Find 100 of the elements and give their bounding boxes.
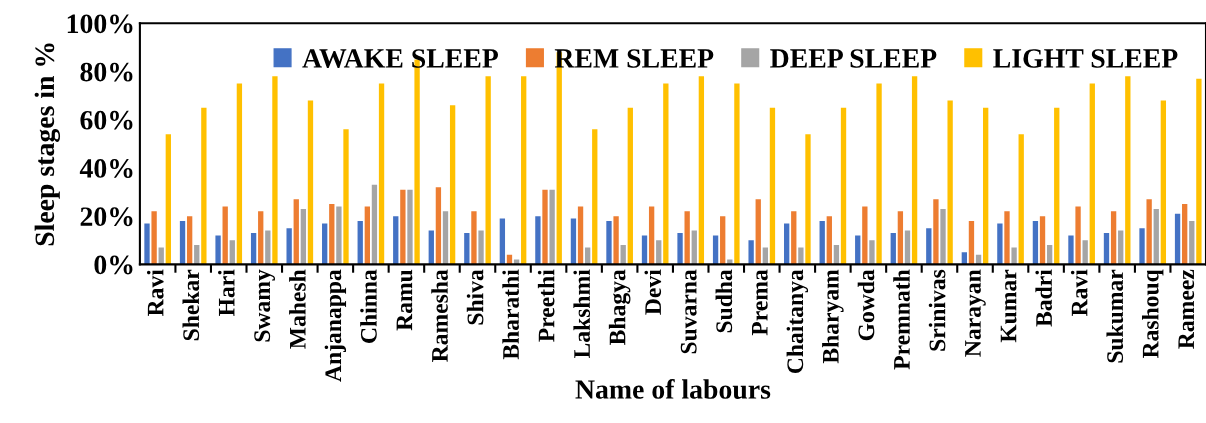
- bar: [1032, 220, 1039, 265]
- bar: [677, 233, 683, 265]
- bar: [1182, 204, 1188, 265]
- bar: [663, 83, 669, 265]
- x-tick-label: Devi: [644, 269, 662, 315]
- bar: [947, 100, 953, 265]
- bar: [876, 83, 882, 265]
- bar: [258, 211, 264, 265]
- bar: [997, 223, 1003, 265]
- y-tick-label: 60%: [80, 110, 133, 130]
- bar: [236, 83, 243, 265]
- legend-label: DEEP SLEEP: [770, 49, 937, 68]
- x-tick-label: Bhagya: [608, 269, 631, 345]
- bar: [627, 107, 633, 265]
- y-tick-label: 80%: [80, 62, 133, 82]
- bar: [549, 189, 555, 265]
- bar: [336, 206, 342, 265]
- bar: [890, 233, 896, 265]
- x-tick-label: Shekar: [182, 269, 200, 341]
- bar: [805, 134, 811, 265]
- x-tick-label: Preethi: [537, 269, 555, 342]
- bar: [179, 220, 186, 265]
- bar: [250, 233, 257, 265]
- y-tick-label: 40%: [79, 159, 133, 178]
- bar: [485, 76, 491, 265]
- bar: [378, 83, 385, 265]
- bar: [862, 206, 868, 265]
- bar: [343, 129, 349, 265]
- bar: [592, 129, 598, 265]
- bar: [755, 199, 761, 265]
- bar: [151, 211, 157, 265]
- bar: [215, 235, 221, 265]
- x-tick-label: Chinna: [360, 269, 377, 343]
- bar: [400, 189, 406, 265]
- x-tick-label: Anjanappa: [324, 269, 347, 382]
- bar: [897, 211, 904, 265]
- bar: [926, 228, 932, 265]
- bar: [1196, 78, 1202, 265]
- bar: [613, 216, 619, 265]
- bar: [449, 105, 456, 265]
- bar: [648, 206, 655, 265]
- bar: [1004, 211, 1010, 265]
- x-tick-label: Premnath: [893, 269, 910, 370]
- x-tick-label: Sudha: [715, 269, 733, 333]
- bar: [300, 208, 307, 265]
- bar: [1075, 206, 1081, 265]
- bar: [698, 76, 705, 265]
- bar: [1039, 216, 1046, 265]
- x-tick-label: Suvarna: [680, 269, 697, 354]
- bar: [940, 208, 946, 265]
- bar: [1110, 211, 1117, 265]
- bar: [734, 83, 740, 265]
- x-tick-label: Narayan: [965, 269, 986, 357]
- bar: [769, 107, 776, 265]
- bar: [535, 216, 541, 265]
- bar: [1018, 134, 1024, 265]
- bar: [712, 235, 719, 265]
- x-tick-label: Bharathi: [502, 269, 519, 360]
- bar: [1174, 213, 1181, 265]
- x-tick-label: Srinivas: [928, 269, 946, 351]
- bar: [855, 235, 861, 265]
- bar: [911, 76, 918, 265]
- bar: [357, 220, 363, 265]
- bar: [329, 204, 335, 265]
- x-tick-label: Ramesha: [431, 269, 448, 362]
- bar: [1068, 235, 1074, 265]
- x-tick-label: Ramu: [396, 269, 413, 331]
- bar: [471, 211, 477, 265]
- y-tick-label: 20%: [80, 207, 133, 227]
- bar: [606, 220, 612, 265]
- bar: [542, 189, 548, 265]
- bar: [720, 216, 726, 265]
- bar: [869, 240, 875, 265]
- bar: [435, 187, 442, 265]
- y-tick-label: 100%: [67, 14, 133, 34]
- bar: [826, 216, 832, 265]
- bar: [499, 218, 506, 265]
- x-tick-label: Chaitanya: [786, 269, 809, 374]
- bar: [307, 100, 314, 265]
- bar: [791, 211, 797, 265]
- bar: [293, 199, 299, 265]
- bar: [464, 233, 470, 265]
- bar: [371, 184, 378, 265]
- bar: [819, 220, 825, 265]
- legend-label: AWAKE SLEEP: [302, 49, 499, 68]
- bar: [684, 211, 690, 265]
- bar: [407, 189, 413, 265]
- bar: [322, 223, 328, 265]
- x-tick-label: Kumar: [1000, 269, 1017, 343]
- bar: [983, 107, 989, 265]
- bar: [748, 240, 754, 265]
- x-tick-label: Hari: [218, 269, 235, 317]
- bar: [393, 216, 399, 265]
- x-axis-title: Name of labours: [575, 379, 771, 399]
- bar: [521, 76, 527, 265]
- bar: [222, 206, 228, 265]
- x-tick-label: Sukumar: [1106, 269, 1124, 363]
- x-tick-label: Rashouq: [1141, 269, 1164, 359]
- bar: [272, 76, 278, 265]
- x-tick-label: Prema: [752, 269, 768, 336]
